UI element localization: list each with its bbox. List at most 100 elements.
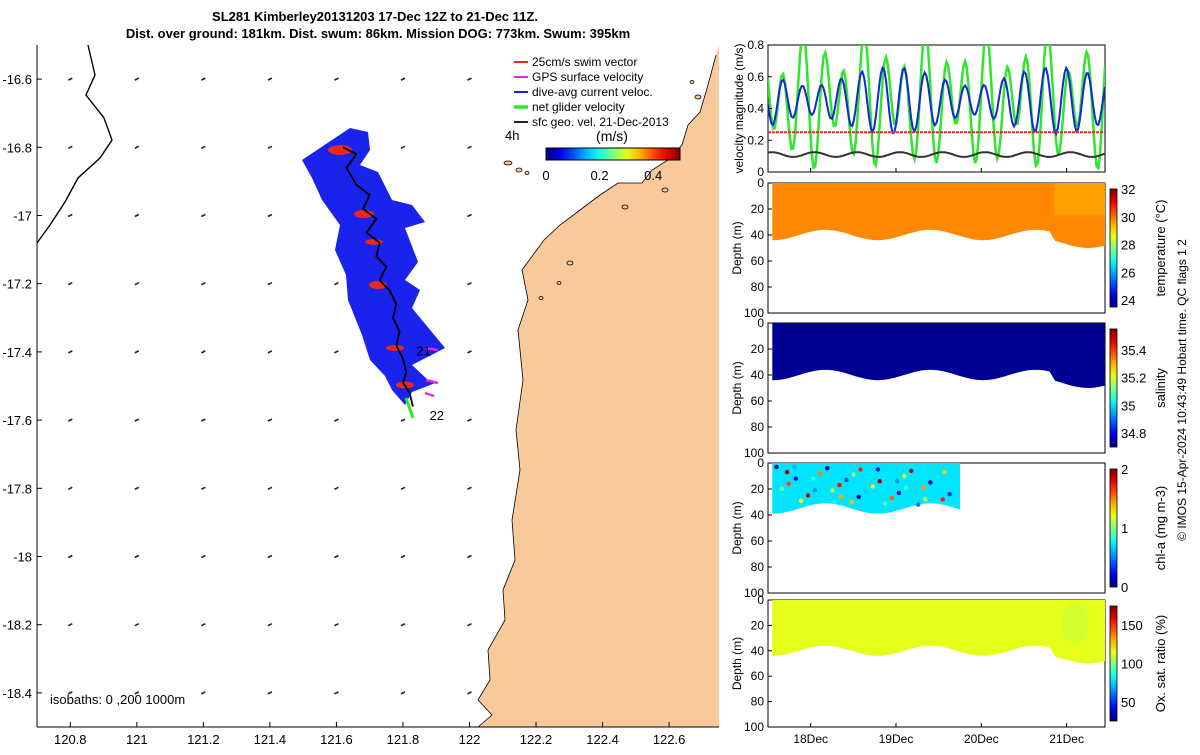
profile-y-tick-label: 0: [757, 456, 764, 470]
profile-colorbar-tick-label: 28: [1121, 238, 1135, 253]
chl-sample-dot: [940, 497, 945, 502]
chl-sample-dot: [903, 485, 909, 490]
chl-sample-dot: [844, 477, 849, 483]
chl-sample-dot: [935, 475, 940, 480]
legend-label: GPS surface velocity: [532, 70, 643, 84]
chl-sample-dot: [839, 494, 844, 499]
profile-y-tick-label: 20: [751, 618, 765, 632]
surface-vector-arrow: [134, 213, 140, 218]
profile-y-tick-label: 60: [751, 534, 765, 548]
profile-y-tick-label: 80: [751, 280, 765, 294]
gps-velocity-arrow: [425, 378, 439, 385]
legend-label: net glider velocity: [532, 100, 625, 114]
profile-colorbar-label: chl-a (mg m-3): [1153, 486, 1168, 571]
map-y-tick-label: -18.2: [2, 618, 32, 633]
profile-y-tick-label: 0: [757, 176, 764, 190]
surface-vector-arrow: [200, 622, 206, 627]
net-velocity-arrow: [404, 397, 415, 419]
profile-y-tick-label: 40: [751, 228, 765, 242]
map-x-tick-label: 122: [459, 732, 481, 747]
profile-colorbar: [1109, 188, 1118, 308]
surface-vector-arrow: [67, 145, 73, 150]
surface-vector-arrow: [400, 77, 406, 81]
surface-vector-arrow: [67, 622, 73, 627]
credit-text: © IMOS 15-Apr-2024 10:43:49 Hobart time.…: [1175, 239, 1189, 541]
surface-vector-arrow: [334, 281, 339, 286]
surface-vector-arrow: [134, 554, 140, 559]
map-x-tick-label: 121: [126, 732, 148, 747]
island: [689, 80, 695, 84]
map-x-tick-label: 121.8: [387, 732, 420, 747]
legend-label: 25cm/s swim vector: [532, 55, 637, 69]
map-y-tick-label: -18: [13, 550, 32, 565]
profile-colorbar-tick-label: 35.2: [1121, 371, 1146, 386]
surface-vector-arrow: [467, 350, 472, 354]
island: [524, 171, 530, 175]
surface-vector-arrow: [334, 691, 339, 695]
island: [515, 167, 523, 173]
velocity-y-label: velocity magnitude (m/s): [732, 43, 746, 173]
gps-velocity-arrow: [424, 346, 439, 352]
chl-sample-dot: [882, 501, 888, 506]
profile-data-body: [772, 463, 960, 514]
profile-colorbar-label: salinity: [1153, 368, 1168, 408]
time-marker-label: 4h: [505, 128, 519, 143]
surface-vector-arrow: [267, 486, 273, 491]
velocity-y-tick-label: 0.4: [747, 102, 764, 116]
chl-sample-dot: [832, 499, 837, 505]
map-x-tick-label: 121.6: [320, 732, 353, 747]
profile-data-body: [772, 600, 1105, 664]
profile-y-tick-label: 40: [751, 368, 765, 382]
surface-vector-arrow: [134, 77, 140, 81]
swim-vector-patch: [354, 210, 374, 218]
profile-y-tick-label: 20: [751, 482, 765, 496]
profile-y-tick-label: 40: [751, 508, 765, 522]
surface-vector-arrow: [67, 281, 73, 286]
swim-vector-patch: [328, 145, 352, 155]
surface-vector-arrow: [334, 554, 339, 559]
profile-y-tick-label: 60: [751, 254, 765, 268]
surface-vector-arrow: [67, 418, 73, 422]
surface-vector-arrow: [67, 350, 73, 354]
surface-vector-arrow: [400, 622, 406, 627]
map-panel: 21 22 120.8 121 121.2 121.4 121.6 121.8 122 122.2…: [2, 44, 719, 747]
profile-y-tick-label: 100: [744, 720, 764, 734]
surface-vector-arrow: [467, 554, 472, 559]
velocity-series-group: [768, 45, 1105, 171]
land-mass: [478, 45, 719, 727]
profile-colorbar-tick-label: 35: [1121, 398, 1135, 413]
profile-data-body: [772, 183, 1105, 248]
map-x-tick-label: 120.8: [54, 732, 87, 747]
map-y-tick-label: -17.8: [2, 481, 32, 496]
swim-vector-patch: [365, 239, 383, 245]
chl-sample-dot: [779, 486, 784, 492]
surface-vector-arrow: [134, 691, 140, 695]
chl-sample-dot: [909, 468, 914, 473]
profile-y-tick-label: 20: [751, 202, 765, 216]
profile-y-tick-label: 80: [751, 695, 765, 709]
island: [503, 160, 513, 166]
profile-colorbar-tick-label: 50: [1121, 695, 1135, 710]
surface-vector-arrow: [400, 145, 406, 150]
gps-velocity-arrow: [424, 391, 435, 398]
island: [538, 296, 544, 300]
profile-colorbar-tick-label: 2: [1121, 462, 1128, 477]
profile-colorbar-tick-label: 26: [1121, 265, 1135, 280]
surface-vector-arrow: [67, 486, 73, 491]
chl-sample-dot: [877, 479, 882, 484]
time-x-tick-label: 21Dec: [1049, 732, 1084, 746]
velocity-series-line: [768, 45, 1105, 171]
island: [566, 260, 574, 266]
chl-sample-dot: [928, 480, 933, 485]
velocity-y-tick-label: 0.8: [747, 38, 764, 52]
chl-sample-dot: [858, 467, 863, 472]
chl-sample-dot: [812, 488, 818, 493]
surface-vector-arrow: [67, 691, 73, 695]
profile-y-tick-label: 80: [751, 560, 765, 574]
velocity-series-line: [768, 151, 1105, 158]
chl-sample-dot: [902, 473, 907, 479]
colorbar-tick-label: 0: [542, 168, 549, 183]
